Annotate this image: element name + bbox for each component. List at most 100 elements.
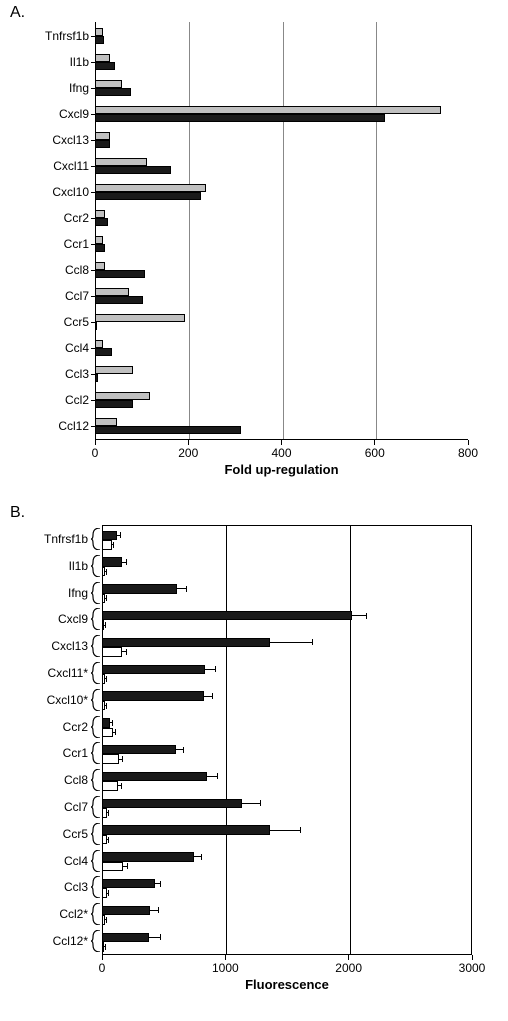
bar — [103, 638, 270, 648]
y-tick — [91, 426, 95, 427]
category-bracket — [91, 823, 100, 850]
bar — [96, 192, 201, 200]
error-cap — [106, 595, 107, 601]
category-label: Cxcl13 — [20, 639, 88, 653]
bar — [96, 340, 103, 348]
x-axis-title: Fold up-regulation — [95, 462, 468, 477]
error-cap — [366, 613, 367, 619]
category-label: Ccl7 — [20, 289, 89, 303]
category-label: Ccl8 — [20, 773, 88, 787]
error-cap — [105, 944, 106, 950]
bar — [96, 132, 110, 140]
category-bracket — [91, 608, 100, 635]
bar — [103, 557, 122, 567]
x-tick — [348, 955, 349, 960]
bar — [103, 718, 110, 728]
error-bar — [242, 803, 261, 804]
error-cap — [126, 649, 127, 655]
bar — [103, 691, 204, 701]
y-tick — [91, 114, 95, 115]
x-tick-label: 0 — [77, 961, 127, 975]
category-label: Cxcl13 — [20, 133, 89, 147]
category-label: Ccl12 — [20, 419, 89, 433]
category-bracket — [91, 635, 100, 662]
bar — [103, 879, 155, 889]
y-tick — [91, 374, 95, 375]
category-label: Ccl3 — [20, 367, 89, 381]
error-cap — [108, 890, 109, 896]
category-label: Cxcl9 — [20, 612, 88, 626]
bar — [96, 140, 110, 148]
bar — [96, 106, 441, 114]
bar — [96, 392, 150, 400]
error-cap — [106, 703, 107, 709]
gridline — [350, 526, 351, 954]
bar — [103, 665, 205, 675]
chart-a: 0200400600800Fold up-regulationTnfrsf1bI… — [20, 18, 490, 498]
bar — [103, 825, 270, 835]
error-cap — [115, 729, 116, 735]
error-bar — [352, 615, 367, 616]
error-cap — [186, 586, 187, 592]
y-tick — [91, 218, 95, 219]
category-label: Ccr2 — [20, 211, 89, 225]
gridline — [226, 526, 227, 954]
category-label: Ccr2 — [20, 720, 88, 734]
x-tick-label: 800 — [443, 446, 493, 460]
category-label: Ccr5 — [20, 315, 89, 329]
category-label: Ccl2 — [20, 393, 89, 407]
bar — [103, 531, 117, 541]
bar — [96, 36, 104, 44]
error-cap — [160, 881, 161, 887]
gridline — [283, 22, 284, 439]
category-bracket — [91, 662, 100, 689]
error-cap — [108, 810, 109, 816]
category-label: Tnfrsf1b — [20, 532, 88, 546]
category-bracket — [91, 582, 100, 609]
category-label: Ccl4 — [20, 854, 88, 868]
error-bar — [207, 776, 218, 777]
category-bracket — [91, 742, 100, 769]
bar — [103, 584, 177, 594]
bar — [96, 426, 241, 434]
y-tick — [91, 348, 95, 349]
y-tick — [91, 192, 95, 193]
gridline — [189, 22, 190, 439]
category-label: Ccr5 — [20, 827, 88, 841]
chart-a-plot — [95, 22, 468, 440]
bar — [96, 210, 105, 218]
x-tick — [102, 955, 103, 960]
bar — [96, 166, 171, 174]
bar — [96, 114, 385, 122]
error-cap — [212, 693, 213, 699]
category-bracket — [91, 769, 100, 796]
bar — [96, 54, 110, 62]
category-label: Ccl2* — [20, 907, 88, 921]
x-tick-label: 600 — [350, 446, 400, 460]
bar — [96, 236, 103, 244]
y-tick — [91, 270, 95, 271]
bar — [96, 158, 147, 166]
error-cap — [106, 917, 107, 923]
bar — [96, 28, 103, 36]
category-label: Cxcl11 — [20, 159, 89, 173]
x-tick — [95, 440, 96, 445]
y-tick — [91, 36, 95, 37]
error-cap — [105, 622, 106, 628]
category-label: Ccl7 — [20, 800, 88, 814]
bar — [103, 754, 119, 764]
bar — [96, 400, 133, 408]
x-tick-label: 200 — [163, 446, 213, 460]
error-bar — [149, 937, 161, 938]
bar — [96, 314, 185, 322]
category-label: Ccl4 — [20, 341, 89, 355]
category-label: Il1b — [20, 559, 88, 573]
category-bracket — [91, 716, 100, 743]
y-tick — [91, 88, 95, 89]
error-cap — [217, 773, 218, 779]
x-tick-label: 1000 — [200, 961, 250, 975]
category-label: Cxcl10 — [20, 185, 89, 199]
y-tick — [91, 166, 95, 167]
error-cap — [127, 863, 128, 869]
y-tick — [91, 140, 95, 141]
